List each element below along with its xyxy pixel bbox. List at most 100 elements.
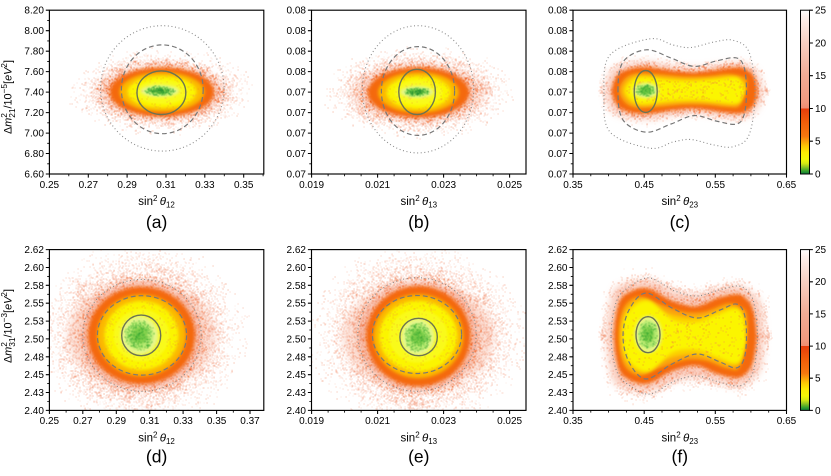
svg-text:0.07: 0.07 (548, 108, 568, 119)
svg-text:0.08: 0.08 (548, 47, 568, 58)
svg-text:0.45: 0.45 (634, 180, 654, 191)
svg-text:5: 5 (815, 374, 821, 385)
svg-text:(b): (b) (408, 212, 429, 232)
svg-text:10: 10 (815, 104, 827, 115)
svg-text:(a): (a) (146, 212, 167, 232)
svg-text:8.00: 8.00 (24, 26, 44, 37)
svg-text:2.55: 2.55 (287, 299, 307, 310)
svg-text:6.60: 6.60 (24, 170, 44, 181)
svg-text:7.40: 7.40 (24, 88, 44, 99)
svg-text:0.07: 0.07 (287, 170, 307, 181)
svg-text:0.08: 0.08 (287, 26, 307, 37)
svg-text:0.35: 0.35 (563, 416, 583, 427)
svg-text:8.20: 8.20 (24, 6, 44, 17)
svg-text:0.31: 0.31 (156, 180, 176, 191)
svg-text:2.48: 2.48 (24, 352, 44, 363)
svg-text:2.48: 2.48 (548, 352, 568, 363)
svg-text:2.40: 2.40 (287, 406, 307, 417)
svg-text:2.60: 2.60 (24, 263, 44, 274)
svg-text:0.019: 0.019 (299, 416, 324, 427)
svg-text:0.08: 0.08 (287, 6, 307, 17)
svg-text:0.023: 0.023 (431, 180, 456, 191)
svg-text:0.33: 0.33 (195, 180, 215, 191)
svg-text:2.58: 2.58 (287, 281, 307, 292)
svg-text:0.45: 0.45 (634, 416, 654, 427)
svg-text:0.37: 0.37 (240, 416, 260, 427)
svg-text:0.07: 0.07 (548, 170, 568, 181)
svg-text:25: 25 (815, 6, 827, 17)
svg-text:2.53: 2.53 (548, 317, 568, 328)
svg-text:0.08: 0.08 (287, 47, 307, 58)
svg-text:0.29: 0.29 (107, 416, 127, 427)
svg-text:Δm221/10−5[eV2]: Δm221/10−5[eV2] (0, 60, 17, 134)
svg-text:2.58: 2.58 (24, 281, 44, 292)
svg-text:0.021: 0.021 (365, 180, 390, 191)
svg-text:0.025: 0.025 (497, 416, 522, 427)
svg-text:2.60: 2.60 (287, 263, 307, 274)
svg-text:2.43: 2.43 (548, 388, 568, 399)
svg-text:15: 15 (815, 71, 827, 82)
svg-text:0.31: 0.31 (140, 416, 160, 427)
svg-text:0.023: 0.023 (431, 416, 456, 427)
svg-text:0: 0 (815, 406, 821, 417)
svg-text:2.53: 2.53 (24, 317, 44, 328)
svg-text:2.40: 2.40 (548, 406, 568, 417)
svg-text:2.60: 2.60 (548, 263, 568, 274)
svg-text:0.08: 0.08 (287, 67, 307, 78)
svg-text:2.45: 2.45 (287, 370, 307, 381)
svg-text:0.33: 0.33 (173, 416, 193, 427)
svg-text:0.55: 0.55 (706, 180, 726, 191)
svg-text:0.07: 0.07 (548, 88, 568, 99)
svg-text:0.65: 0.65 (777, 180, 797, 191)
svg-text:0.07: 0.07 (548, 149, 568, 160)
svg-text:2.58: 2.58 (548, 281, 568, 292)
svg-text:2.55: 2.55 (548, 299, 568, 310)
svg-text:0.025: 0.025 (497, 180, 522, 191)
svg-text:6.80: 6.80 (24, 149, 44, 160)
svg-text:2.50: 2.50 (24, 334, 44, 345)
svg-text:10: 10 (815, 342, 827, 353)
svg-text:0.019: 0.019 (299, 180, 324, 191)
svg-text:0.25: 0.25 (40, 180, 60, 191)
svg-text:0.08: 0.08 (548, 6, 568, 17)
svg-text:Δm231/10−3[eV2]: Δm231/10−3[eV2] (0, 289, 17, 363)
svg-text:(e): (e) (408, 446, 429, 466)
svg-text:(d): (d) (146, 446, 167, 466)
svg-text:0.08: 0.08 (548, 67, 568, 78)
svg-text:7.80: 7.80 (24, 47, 44, 58)
svg-text:20: 20 (815, 38, 827, 49)
svg-text:2.50: 2.50 (548, 334, 568, 345)
svg-text:0.29: 0.29 (117, 180, 137, 191)
svg-text:2.45: 2.45 (24, 370, 44, 381)
svg-text:0: 0 (815, 169, 821, 180)
svg-text:0.07: 0.07 (548, 129, 568, 140)
svg-text:0.65: 0.65 (777, 416, 797, 427)
svg-text:2.62: 2.62 (548, 245, 568, 256)
svg-text:2.62: 2.62 (287, 245, 307, 256)
svg-text:0.25: 0.25 (40, 416, 60, 427)
svg-text:0.27: 0.27 (79, 180, 99, 191)
svg-text:2.45: 2.45 (548, 370, 568, 381)
svg-text:0.27: 0.27 (73, 416, 93, 427)
svg-text:25: 25 (815, 245, 827, 256)
svg-text:2.43: 2.43 (287, 388, 307, 399)
svg-text:2.62: 2.62 (24, 245, 44, 256)
svg-text:(c): (c) (670, 212, 690, 232)
svg-text:0.35: 0.35 (563, 180, 583, 191)
svg-text:7.60: 7.60 (24, 67, 44, 78)
svg-text:2.53: 2.53 (287, 317, 307, 328)
svg-text:2.40: 2.40 (24, 406, 44, 417)
svg-text:2.48: 2.48 (287, 352, 307, 363)
svg-text:7.20: 7.20 (24, 108, 44, 119)
svg-text:2.55: 2.55 (24, 299, 44, 310)
svg-text:0.07: 0.07 (287, 129, 307, 140)
svg-text:5: 5 (815, 137, 821, 148)
svg-text:0.35: 0.35 (234, 180, 254, 191)
svg-text:(f): (f) (672, 446, 689, 466)
svg-text:7.00: 7.00 (24, 129, 44, 140)
svg-text:0.08: 0.08 (548, 26, 568, 37)
svg-text:0.35: 0.35 (207, 416, 227, 427)
svg-text:20: 20 (815, 277, 827, 288)
svg-text:0.021: 0.021 (365, 416, 390, 427)
svg-text:0.07: 0.07 (287, 108, 307, 119)
